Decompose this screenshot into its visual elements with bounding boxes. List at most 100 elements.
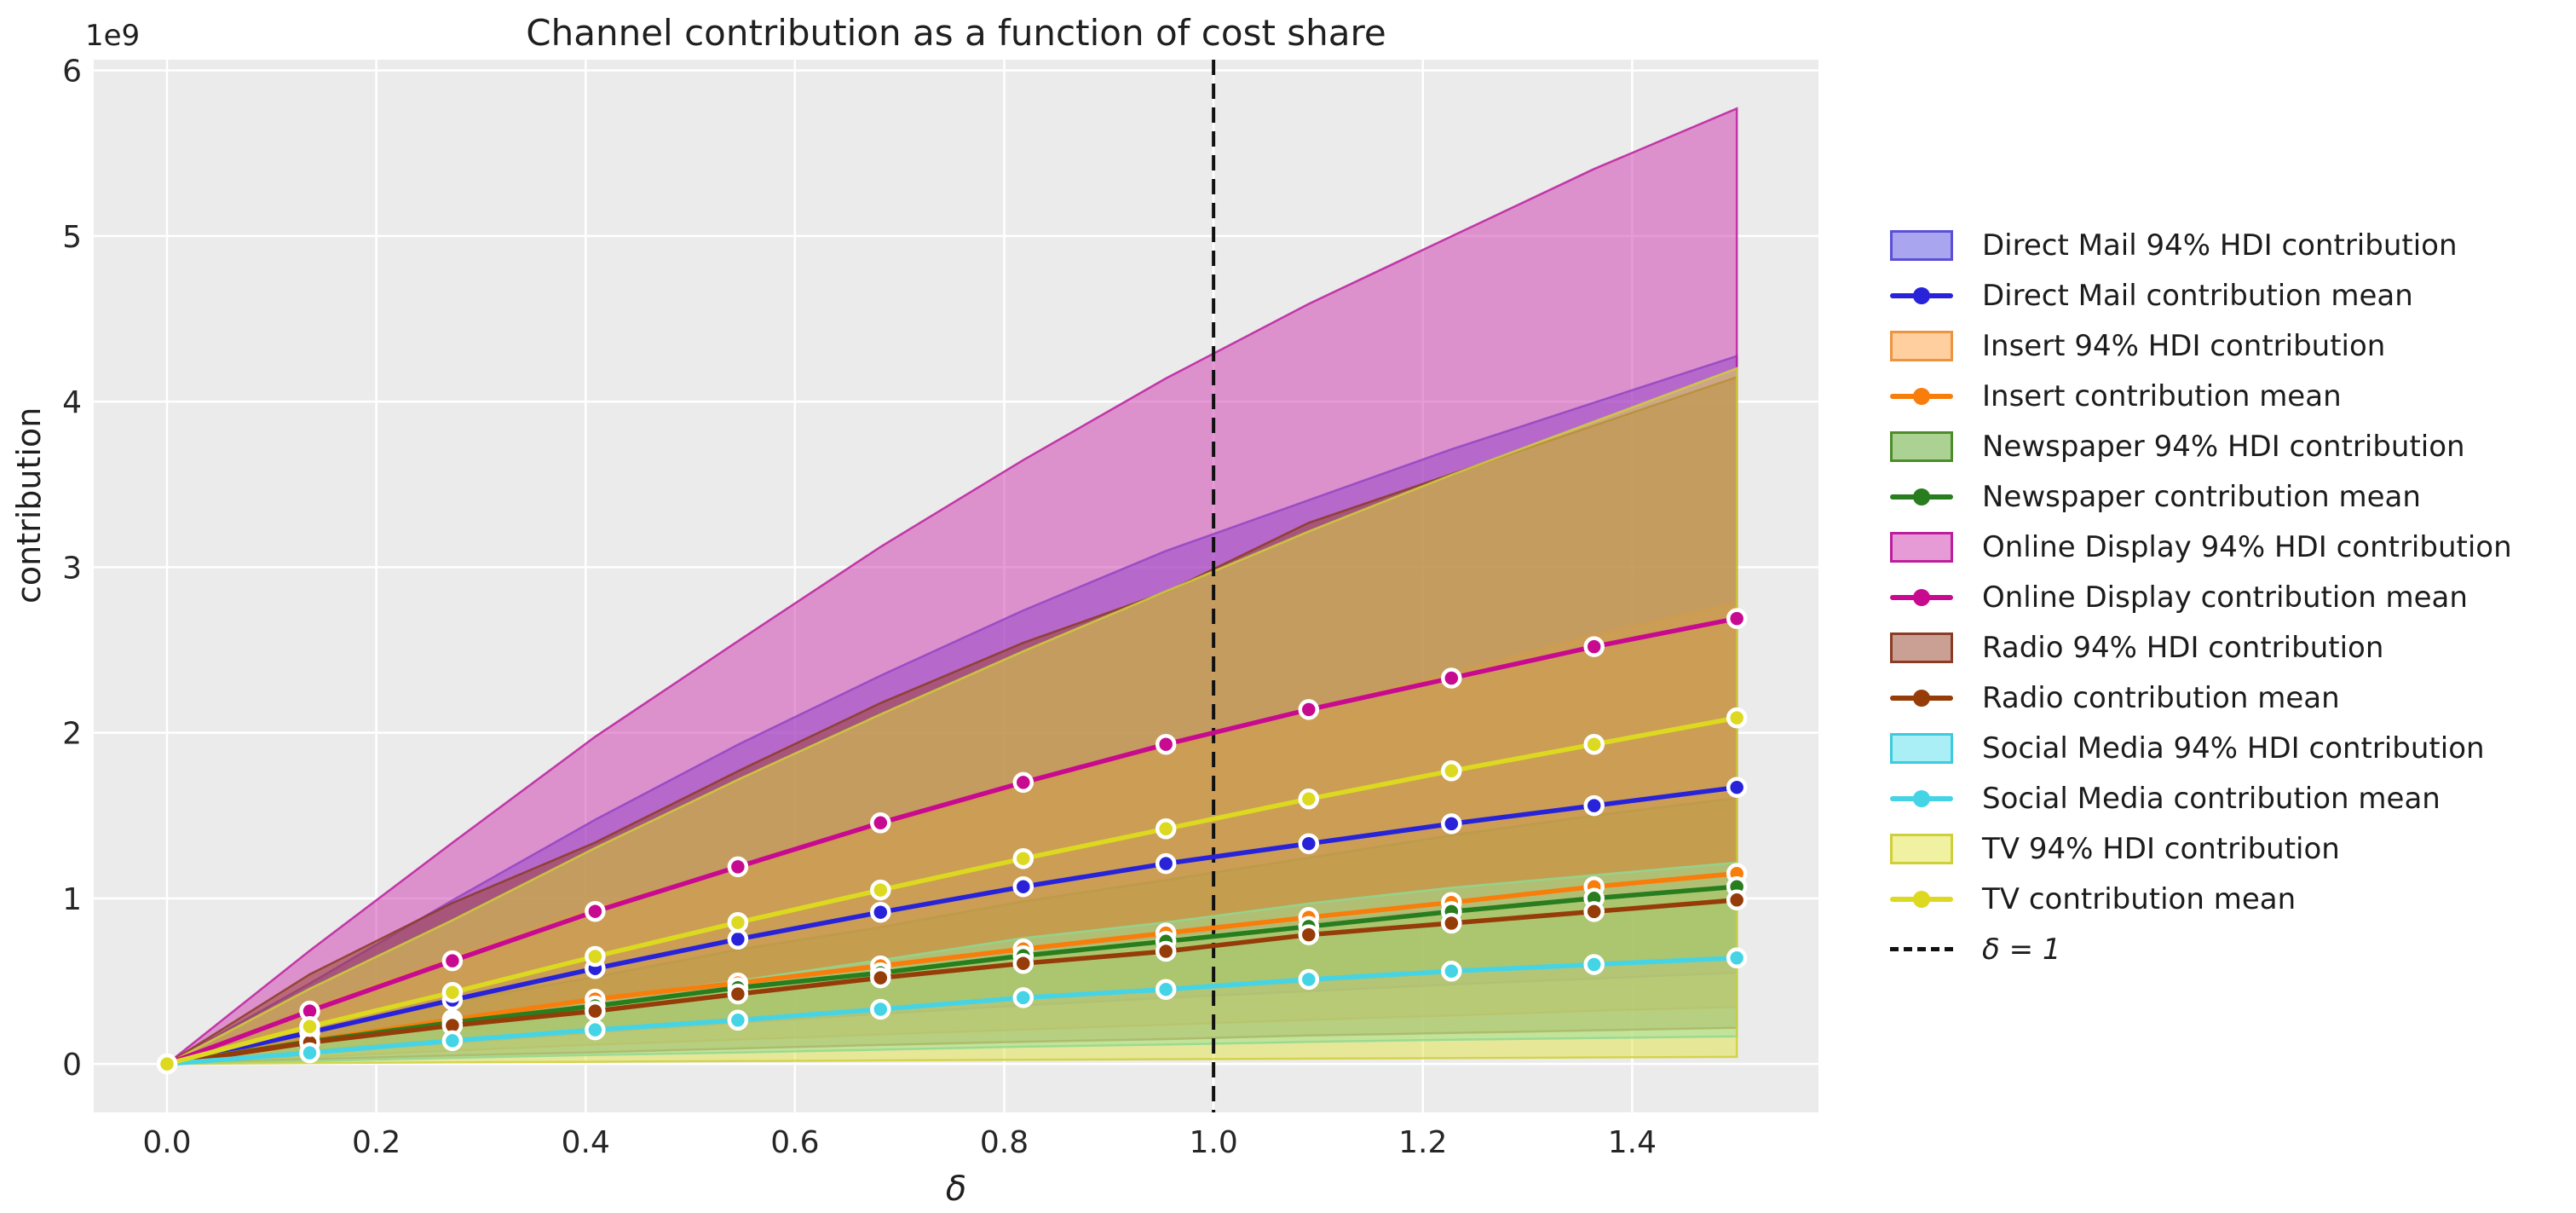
- tv-line-swatch-icon: [1890, 882, 1953, 916]
- legend-item-direct-mail-band: Direct Mail 94% HDI contribution: [1890, 220, 2512, 270]
- y-tick-label: 4: [62, 385, 82, 420]
- mean-marker-social-media: [585, 1019, 606, 1041]
- legend-item-social-media-line: Social Media contribution mean: [1890, 773, 2512, 823]
- legend-label: Online Display contribution mean: [1982, 580, 2468, 615]
- y-axis-offset-label: 1e9: [85, 19, 141, 53]
- legend-item-tv-line: TV contribution mean: [1890, 874, 2512, 924]
- radio-line-swatch-icon: [1890, 681, 1953, 715]
- mean-marker-tv: [1012, 847, 1034, 869]
- mean-marker-online-display: [870, 812, 891, 834]
- mean-marker-direct-mail: [727, 928, 749, 950]
- mean-marker-radio: [1012, 952, 1034, 974]
- mean-marker-online-display: [585, 900, 606, 922]
- mean-marker-direct-mail: [1441, 813, 1462, 835]
- online-display-band-swatch-icon: [1890, 531, 1953, 563]
- mean-marker-tv: [870, 879, 891, 901]
- legend-item-newspaper-line: Newspaper contribution mean: [1890, 471, 2512, 522]
- mean-marker-tv: [1298, 788, 1320, 810]
- mean-marker-online-display: [1012, 771, 1034, 794]
- mean-marker-social-media: [299, 1042, 320, 1064]
- x-tick-label: 0.8: [980, 1125, 1029, 1160]
- legend-label: Radio 94% HDI contribution: [1982, 630, 2384, 665]
- legend-item-online-display-band: Online Display 94% HDI contribution: [1890, 522, 2512, 572]
- y-tick-label: 5: [62, 220, 82, 255]
- mean-marker-tv: [299, 1015, 320, 1037]
- legend-label: Newspaper contribution mean: [1982, 479, 2421, 514]
- legend-item-radio-line: Radio contribution mean: [1890, 673, 2512, 723]
- legend-label: TV contribution mean: [1982, 881, 2297, 916]
- tv-band-swatch-icon: [1890, 833, 1953, 864]
- mean-marker-social-media: [441, 1030, 464, 1052]
- mean-line-newspaper: [166, 884, 1738, 1066]
- mean-marker-radio: [1298, 924, 1320, 945]
- y-tick-label: 0: [62, 1048, 82, 1083]
- mean-marker-online-display: [1583, 636, 1605, 657]
- legend-label: Newspaper 94% HDI contribution: [1982, 429, 2465, 464]
- mean-marker-tv: [1726, 707, 1748, 729]
- mean-marker-radio: [1441, 912, 1462, 934]
- chart-title: Channel contribution as a function of co…: [526, 12, 1386, 54]
- mean-marker-tv: [1583, 733, 1605, 755]
- x-tick-label: 0.2: [352, 1125, 401, 1160]
- legend-label: δ = 1: [1982, 932, 2061, 967]
- legend-item-newspaper-band: Newspaper 94% HDI contribution: [1890, 421, 2512, 471]
- mean-marker-direct-mail: [1298, 833, 1320, 854]
- mean-marker-social-media: [1441, 961, 1462, 982]
- mean-marker-tv: [1155, 818, 1177, 840]
- legend-label: Social Media contribution mean: [1982, 781, 2441, 816]
- mean-marker-radio: [870, 967, 891, 989]
- mean-marker-tv: [156, 1053, 178, 1075]
- mean-marker-social-media: [1012, 987, 1034, 1008]
- mean-marker-online-display: [441, 950, 464, 972]
- mean-marker-social-media: [1583, 954, 1605, 975]
- legend-label: Insert contribution mean: [1982, 378, 2342, 413]
- mean-marker-radio: [1155, 940, 1177, 962]
- mean-marker-social-media: [1155, 979, 1177, 1000]
- x-tick-label: 0.0: [142, 1125, 191, 1160]
- mean-marker-direct-mail: [1726, 777, 1748, 798]
- mean-marker-radio: [585, 1000, 606, 1022]
- legend-label: Online Display 94% HDI contribution: [1982, 529, 2512, 564]
- legend-label: Radio contribution mean: [1982, 680, 2340, 715]
- online-display-line-swatch-icon: [1890, 581, 1953, 615]
- x-tick-label: 1.2: [1398, 1125, 1447, 1160]
- mean-marker-online-display: [727, 856, 749, 878]
- social-media-line-swatch-icon: [1890, 782, 1953, 816]
- legend-label: Direct Mail 94% HDI contribution: [1982, 228, 2458, 263]
- legend-item-social-media-band: Social Media 94% HDI contribution: [1890, 723, 2512, 773]
- legend-item-direct-mail-line: Direct Mail contribution mean: [1890, 270, 2512, 321]
- mean-marker-tv: [441, 981, 464, 1003]
- mean-marker-tv: [1441, 760, 1462, 782]
- mean-marker-direct-mail: [1012, 875, 1034, 898]
- mean-line-social-media: [166, 956, 1738, 1066]
- mean-line-radio: [166, 898, 1738, 1066]
- mean-marker-online-display: [1155, 733, 1177, 755]
- legend: Direct Mail 94% HDI contribution Direct M…: [1890, 220, 2512, 974]
- newspaper-line-swatch-icon: [1890, 480, 1953, 514]
- insert-band-swatch-icon: [1890, 330, 1953, 361]
- social-media-band-swatch-icon: [1890, 732, 1953, 764]
- radio-band-swatch-icon: [1890, 632, 1953, 663]
- legend-label: Insert 94% HDI contribution: [1982, 328, 2386, 363]
- insert-line-swatch-icon: [1890, 379, 1953, 413]
- mean-line-online-display: [166, 615, 1738, 1066]
- x-tick-label: 0.6: [770, 1125, 819, 1160]
- x-tick-label: 1.4: [1608, 1125, 1657, 1160]
- mean-marker-social-media: [1726, 947, 1748, 969]
- mean-marker-direct-mail: [1583, 794, 1605, 817]
- y-tick-label: 3: [62, 551, 82, 586]
- mean-marker-radio: [1583, 901, 1605, 922]
- mean-marker-radio: [1726, 889, 1748, 911]
- mean-marker-online-display: [1726, 608, 1748, 629]
- mean-marker-social-media: [1298, 968, 1320, 991]
- y-tick-label: 2: [62, 717, 82, 752]
- mean-marker-direct-mail: [870, 901, 891, 923]
- mean-marker-online-display: [1441, 667, 1462, 689]
- legend-label: Social Media 94% HDI contribution: [1982, 731, 2485, 765]
- newspaper-band-swatch-icon: [1890, 430, 1953, 462]
- mean-marker-tv: [727, 911, 749, 933]
- x-tick-label: 1.0: [1189, 1125, 1237, 1160]
- y-axis-label: contribution: [10, 407, 48, 604]
